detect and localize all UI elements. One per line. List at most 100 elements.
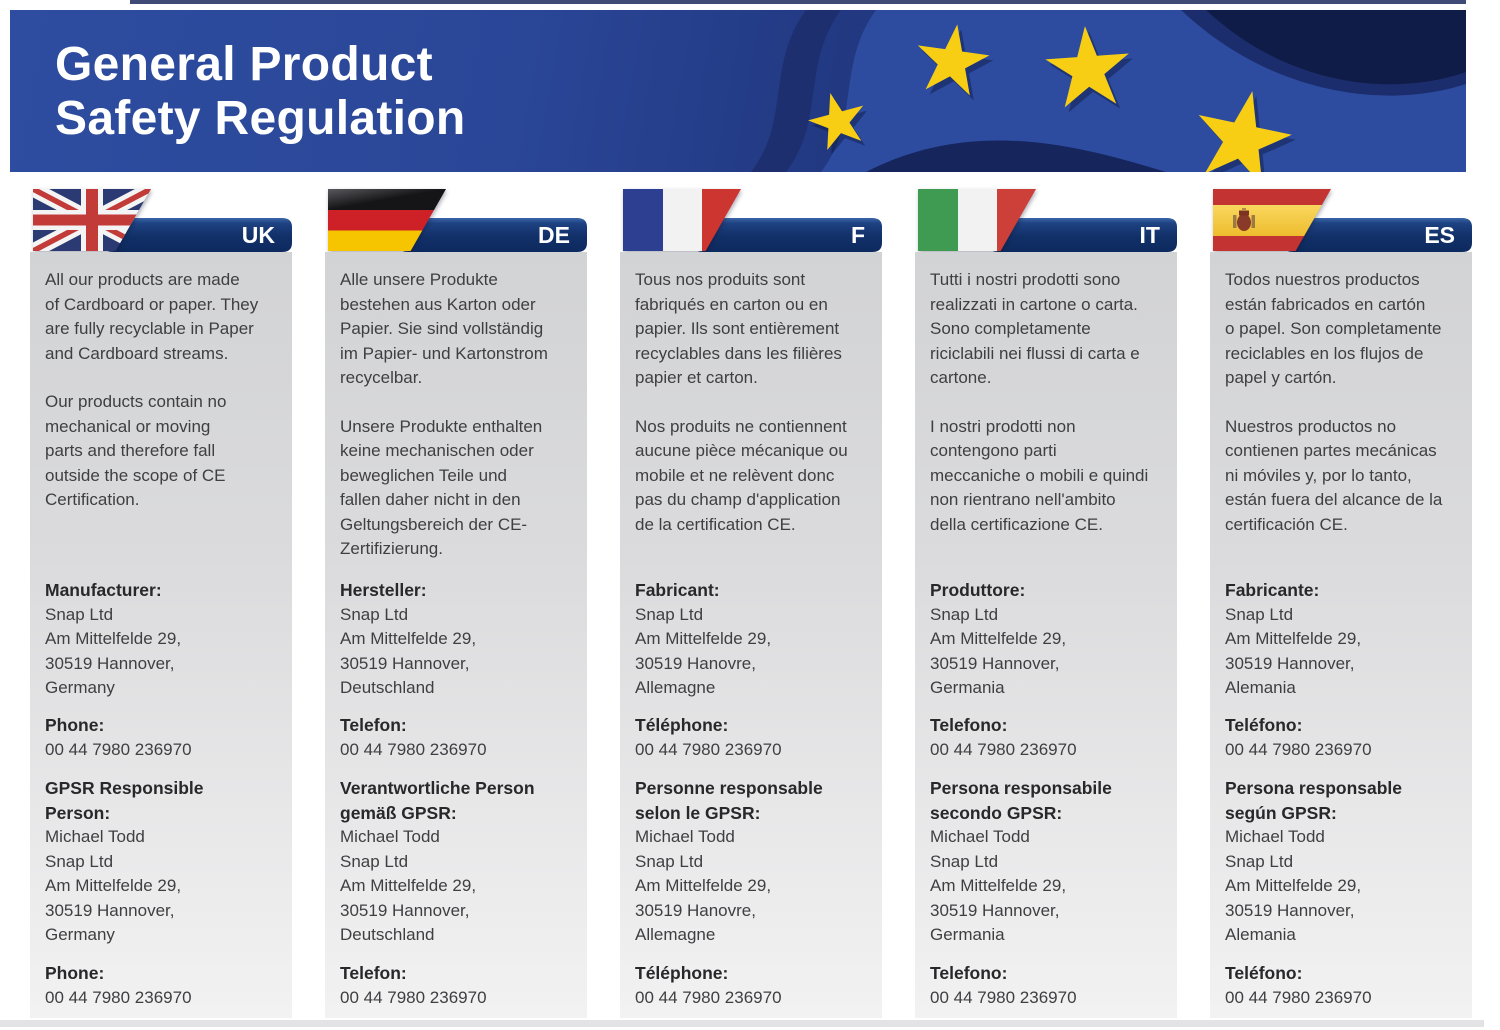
phone-number: 00 44 7980 236970: [340, 739, 487, 759]
banner-ribbon-shape: [695, 218, 882, 252]
gpsr-person-address: Michael Todd Snap Ltd Am Mittelfelde 29,…: [45, 827, 182, 944]
materials-paragraph: Tous nos produits sont fabriqués en cart…: [635, 270, 842, 387]
intro-section: All our products are made of Cardboard o…: [45, 268, 288, 513]
language-code-label: F: [850, 222, 865, 248]
language-tab: ES: [1210, 188, 1472, 252]
language-code-label: DE: [538, 222, 570, 248]
language-code-label: UK: [241, 222, 275, 248]
phone-number: 00 44 7980 236970: [635, 739, 782, 759]
phone-block: Telefono: 00 44 7980 236970: [930, 713, 1173, 762]
language-columns-row: UK All our products are made of Cardboar…: [30, 188, 1472, 1018]
phone-label: Téléphone:: [635, 715, 729, 735]
intro-section: Tous nos produits sont fabriqués en cart…: [635, 268, 878, 537]
it-flag-icon: [918, 189, 1036, 251]
materials-paragraph: Alle unsere Produkte bestehen aus Karton…: [340, 270, 548, 387]
gpsr-responsible-block: Persona responsabile secondo GPSR: Micha…: [930, 776, 1173, 948]
phone-label: Telefon:: [340, 715, 407, 735]
language-banner: ES: [1282, 218, 1472, 252]
fr-flag-icon: [623, 189, 741, 251]
phone-block-2: Phone: 00 44 7980 236970: [45, 961, 288, 1010]
materials-paragraph: Todos nuestros productos están fabricado…: [1225, 270, 1442, 387]
phone-block: Teléfono: 00 44 7980 236970: [1225, 713, 1468, 762]
language-tab: DE: [325, 188, 587, 252]
gpsr-label: Persona responsable según GPSR:: [1225, 778, 1403, 823]
phone-block-2: Teléfono: 00 44 7980 236970: [1225, 961, 1468, 1010]
manufacturer-address: Snap Ltd Am Mittelfelde 29, 30519 Hannov…: [930, 604, 1067, 698]
phone-label: Telefono:: [930, 715, 1008, 735]
column-body: Tutti i nostri prodotti sono realizzati …: [915, 252, 1177, 1018]
language-tab: UK: [30, 188, 292, 252]
language-banner: DE: [397, 218, 587, 252]
intro-section: Alle unsere Produkte bestehen aus Karton…: [340, 268, 583, 562]
phone-number: 00 44 7980 236970: [930, 739, 1077, 759]
gpsr-responsible-block: GPSR Responsible Person: Michael Todd Sn…: [45, 776, 288, 948]
gpsr-label: Persona responsabile secondo GPSR:: [930, 778, 1112, 823]
phone-block: Telefon: 00 44 7980 236970: [340, 713, 583, 762]
gpsr-person-address: Michael Todd Snap Ltd Am Mittelfelde 29,…: [340, 827, 477, 944]
header-banner: General Product Safety Regulation: [10, 10, 1466, 172]
manufacturer-label: Hersteller:: [340, 580, 427, 600]
manufacturer-address: Snap Ltd Am Mittelfelde 29, 30519 Hannov…: [45, 604, 182, 698]
language-banner: F: [692, 218, 882, 252]
manufacturer-address: Snap Ltd Am Mittelfelde 29, 30519 Hannov…: [340, 604, 477, 698]
language-column: F Tous nos produits sont fabriqués en ca…: [620, 188, 882, 1018]
gpsr-responsible-block: Verantwortliche Person gemäß GPSR: Micha…: [340, 776, 583, 948]
gpsr-person-address: Michael Todd Snap Ltd Am Mittelfelde 29,…: [1225, 827, 1362, 944]
materials-paragraph: All our products are made of Cardboard o…: [45, 270, 259, 363]
manufacturer-label: Fabricant:: [635, 580, 720, 600]
gpsr-responsible-block: Personne responsable selon le GPSR: Mich…: [635, 776, 878, 948]
manufacturer-block: Fabricante: Snap Ltd Am Mittelfelde 29, …: [1225, 578, 1468, 701]
gpsr-label: GPSR Responsible Person:: [45, 778, 204, 823]
gpsr-responsible-block: Persona responsable según GPSR: Michael …: [1225, 776, 1468, 948]
language-column: DE Alle unsere Produkte bestehen aus Kar…: [325, 188, 587, 1018]
banner-ribbon-shape: [105, 218, 292, 252]
top-edge-line: [130, 0, 1466, 4]
uk-flag-icon: [33, 189, 151, 251]
column-body: Tous nos produits sont fabriqués en cart…: [620, 252, 882, 1018]
phone-number: 00 44 7980 236970: [45, 739, 192, 759]
eu-flag-illustration: [751, 10, 1466, 172]
manufacturer-label: Manufacturer:: [45, 580, 162, 600]
manufacturer-address: Snap Ltd Am Mittelfelde 29, 30519 Hanovr…: [635, 604, 772, 698]
language-code-label: ES: [1424, 222, 1455, 248]
language-banner: IT: [987, 218, 1177, 252]
phone-block-2: Telefono: 00 44 7980 236970: [930, 961, 1173, 1010]
language-tab: F: [620, 188, 882, 252]
ce-scope-paragraph: Nuestros productos no contienen partes m…: [1225, 416, 1443, 534]
language-column: UK All our products are made of Cardboar…: [30, 188, 292, 1018]
intro-section: Todos nuestros productos están fabricado…: [1225, 268, 1468, 537]
manufacturer-block: Fabricant: Snap Ltd Am Mittelfelde 29, 3…: [635, 578, 878, 701]
phone-number-2: 00 44 7980 236970: [45, 987, 192, 1007]
phone-number-2: 00 44 7980 236970: [930, 987, 1077, 1007]
phone-number-2: 00 44 7980 236970: [635, 987, 782, 1007]
phone-number: 00 44 7980 236970: [1225, 739, 1372, 759]
phone-label: Teléfono:: [1225, 715, 1303, 735]
gpsr-person-address: Michael Todd Snap Ltd Am Mittelfelde 29,…: [930, 827, 1067, 944]
phone-label-2: Phone:: [45, 963, 105, 983]
de-flag-icon: [328, 189, 446, 251]
gpsr-label: Personne responsable selon le GPSR:: [635, 778, 823, 823]
language-code-label: IT: [1139, 222, 1160, 248]
phone-label-2: Telefon:: [340, 963, 407, 983]
phone-block-2: Téléphone: 00 44 7980 236970: [635, 961, 878, 1010]
banner-ribbon-shape: [1285, 218, 1472, 252]
banner-ribbon-shape: [400, 218, 587, 252]
language-banner: UK: [102, 218, 292, 252]
ce-scope-paragraph: Unsere Produkte enthalten keine mechanis…: [340, 416, 543, 559]
phone-label-2: Téléphone:: [635, 963, 729, 983]
phone-block: Phone: 00 44 7980 236970: [45, 713, 288, 762]
gpsr-person-address: Michael Todd Snap Ltd Am Mittelfelde 29,…: [635, 827, 772, 944]
manufacturer-label: Fabricante:: [1225, 580, 1320, 600]
materials-paragraph: Tutti i nostri prodotti sono realizzati …: [930, 270, 1140, 387]
manufacturer-block: Hersteller: Snap Ltd Am Mittelfelde 29, …: [340, 578, 583, 701]
page-title: General Product Safety Regulation: [55, 38, 466, 145]
ce-scope-paragraph: Our products contain no mechanical or mo…: [45, 392, 227, 509]
column-body: All our products are made of Cardboard o…: [30, 252, 292, 1018]
manufacturer-block: Produttore: Snap Ltd Am Mittelfelde 29, …: [930, 578, 1173, 701]
phone-block: Téléphone: 00 44 7980 236970: [635, 713, 878, 762]
banner-ribbon-shape: [990, 218, 1177, 252]
bottom-edge-strip: [0, 1020, 1484, 1027]
phone-number-2: 00 44 7980 236970: [1225, 987, 1372, 1007]
phone-block-2: Telefon: 00 44 7980 236970: [340, 961, 583, 1010]
